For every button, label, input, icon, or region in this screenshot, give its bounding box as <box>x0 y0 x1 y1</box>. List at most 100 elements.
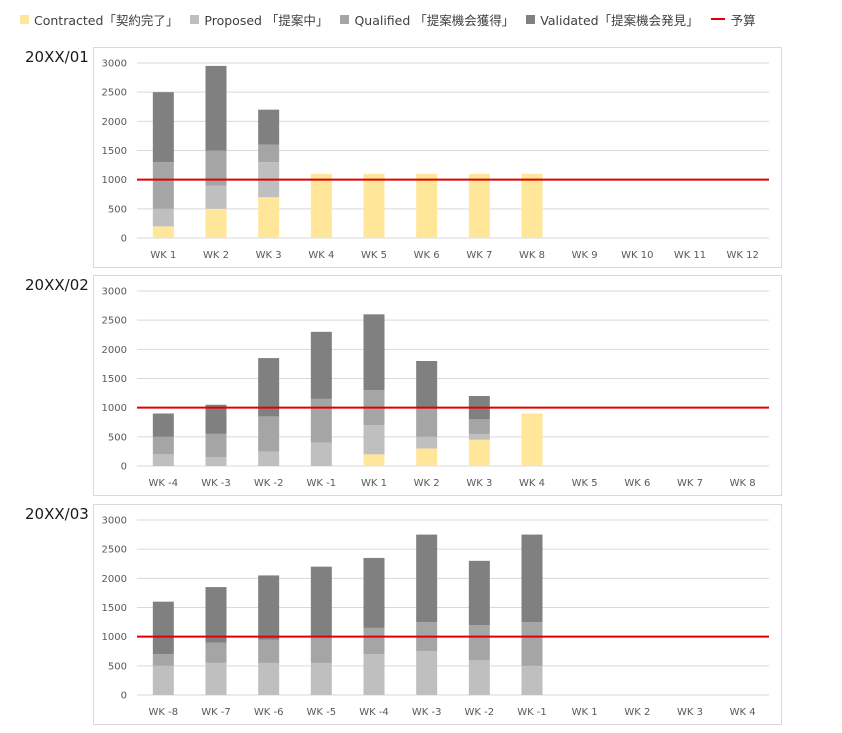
y-tick-label: 0 <box>121 462 127 473</box>
x-tick-label: WK 2 <box>203 250 229 261</box>
bar-segment <box>205 208 227 238</box>
legend-item-4: Validated「提案機会発見」 <box>526 10 699 29</box>
x-tick-label: WK -1 <box>307 478 337 489</box>
bar-segment <box>205 433 227 458</box>
y-tick-label: 1500 <box>102 603 127 614</box>
x-tick-label: WK 3 <box>677 707 703 718</box>
bar-segment <box>152 654 174 666</box>
bar-segment <box>205 65 227 151</box>
y-tick-label: 0 <box>121 234 127 245</box>
bar-segment <box>468 660 490 695</box>
bar-segment <box>468 560 490 625</box>
y-tick-label: 2500 <box>102 545 127 556</box>
y-tick-label: 1500 <box>102 146 127 157</box>
bar-segment <box>468 173 490 238</box>
bar-segment <box>521 665 543 695</box>
bar-segment <box>152 208 174 227</box>
y-tick-label: 1000 <box>102 175 127 186</box>
x-tick-label: WK -2 <box>254 478 284 489</box>
x-tick-label: WK -3 <box>412 707 442 718</box>
y-tick-label: 3000 <box>102 516 127 527</box>
month-label-3: 20XX/03 <box>25 505 89 523</box>
x-tick-label: WK 4 <box>308 250 334 261</box>
bar-segment <box>152 601 174 655</box>
bar-segment <box>258 358 280 417</box>
legend-item-5: 予算 <box>710 10 756 29</box>
bar-segment <box>416 407 438 437</box>
bar-segment <box>152 162 174 209</box>
bar-segment <box>521 534 543 623</box>
bar-segment <box>152 665 174 695</box>
x-tick-label: WK -4 <box>149 478 179 489</box>
bar-segment <box>205 185 227 209</box>
x-tick-label: WK -3 <box>201 478 231 489</box>
y-tick-label: 0 <box>121 691 127 702</box>
legend-swatch-icon <box>526 14 536 24</box>
chart-panel-1: 0 500 1000 1500 2000 2500 3000 WK 1 WK 2 WK 3 WK 4… <box>93 47 782 268</box>
bar-segment <box>310 662 332 695</box>
chart-svg-1: 0 500 1000 1500 2000 2500 3000 WK 1 WK 2 WK 3 WK 4… <box>102 59 769 261</box>
y-tick-label: 2500 <box>102 88 127 99</box>
y-tick-label: 2000 <box>102 117 127 128</box>
x-tick-label: WK -8 <box>149 707 179 718</box>
bar-segment <box>521 413 543 466</box>
y-tick-label: 3000 <box>102 59 127 70</box>
x-tick-label: WK 5 <box>361 250 387 261</box>
x-tick-label: WK 10 <box>621 250 653 261</box>
y-tick-label: 1500 <box>102 374 127 385</box>
bar-segment <box>152 226 174 238</box>
chart-panel-3: 0 500 1000 1500 2000 2500 3000 WK -8 WK -7 WK -6 W… <box>93 504 782 725</box>
legend-swatch-icon <box>20 14 29 24</box>
legend-line-icon <box>710 18 725 20</box>
bar-segment <box>468 439 490 466</box>
bar-segment <box>258 109 280 145</box>
bar-segment <box>205 642 227 663</box>
x-tick-label: WK -1 <box>517 707 547 718</box>
bar-segment <box>152 413 174 437</box>
x-tick-label: WK 2 <box>624 707 650 718</box>
chart-panel-2: 0 500 1000 1500 2000 2500 3000 WK -4 WK -3 WK -2 W… <box>93 275 782 496</box>
bar-segment <box>310 566 332 637</box>
y-tick-label: 500 <box>108 661 127 672</box>
x-tick-label: WK 9 <box>572 250 598 261</box>
bar-segment <box>258 144 280 163</box>
x-tick-label: WK 2 <box>414 478 440 489</box>
bar-segment <box>416 361 438 408</box>
bar-segment <box>152 92 174 163</box>
bar-segment <box>416 448 438 466</box>
chart-svg-3: 0 500 1000 1500 2000 2500 3000 WK -8 WK -7 WK -6 W… <box>102 516 769 718</box>
x-tick-label: WK -5 <box>307 707 337 718</box>
bar-segment <box>468 419 490 434</box>
x-tick-label: WK -6 <box>254 707 284 718</box>
legend-item-3: Qualified 「提案機会獲得」 <box>340 10 514 29</box>
bar-segment <box>310 331 332 399</box>
chart-svg-2: 0 500 1000 1500 2000 2500 3000 WK -4 WK -3 WK -2 W… <box>102 287 769 489</box>
bar-segment <box>310 398 332 443</box>
bar-segment <box>152 454 174 466</box>
bar-segment <box>363 454 385 466</box>
bar-segment <box>310 636 332 663</box>
bar-segment <box>521 622 543 666</box>
bar-segment <box>416 534 438 623</box>
bar-segment <box>363 654 385 695</box>
bar-segment <box>416 651 438 695</box>
y-tick-label: 3000 <box>102 287 127 298</box>
bar-segment <box>416 436 438 449</box>
bar-segment <box>363 173 385 238</box>
legend-label: Validated「提案機会発見」 <box>540 12 699 28</box>
y-tick-label: 1000 <box>102 403 127 414</box>
x-tick-label: WK 5 <box>572 478 598 489</box>
x-tick-label: WK 1 <box>150 250 176 261</box>
month-label-2: 20XX/02 <box>25 276 89 294</box>
chart-legend: Contracted「契約完了」 Proposed 「提案中」 Qualified … <box>20 9 768 29</box>
legend-label: Qualified 「提案機会獲得」 <box>354 12 515 28</box>
x-tick-label: WK 12 <box>726 250 758 261</box>
bar-segment <box>258 575 280 640</box>
month-label-1: 20XX/01 <box>25 48 89 66</box>
x-tick-label: WK 1 <box>572 707 598 718</box>
x-tick-label: WK 11 <box>674 250 706 261</box>
x-tick-label: WK -7 <box>201 707 231 718</box>
bar-segment <box>363 557 385 628</box>
bar-segment <box>468 625 490 660</box>
x-tick-label: WK 4 <box>730 707 756 718</box>
